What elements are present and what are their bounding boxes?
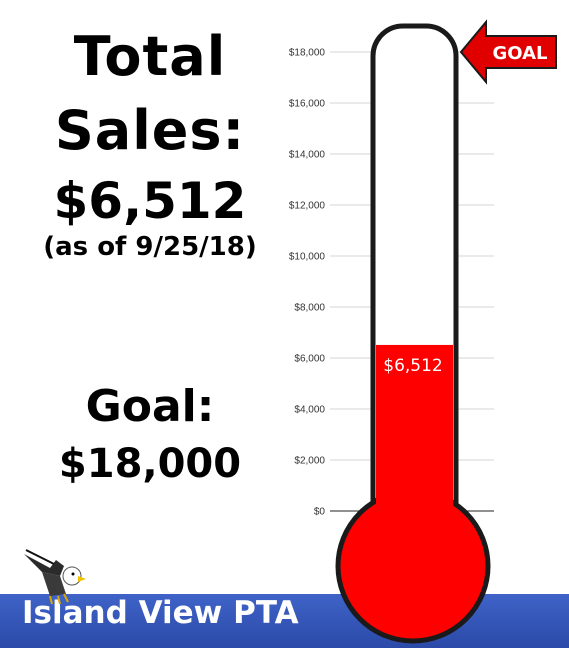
y-tick-label: $6,000 bbox=[294, 354, 325, 365]
y-axis-ticks: $0 $2,000 $4,000 $6,000 $8,000 $10,000 $12,000… bbox=[289, 48, 326, 518]
y-tick-label: $12,000 bbox=[289, 201, 326, 212]
y-tick-label: $10,000 bbox=[289, 252, 326, 263]
y-tick-label: $16,000 bbox=[289, 99, 326, 110]
goal-arrow-label: GOAL bbox=[493, 43, 548, 64]
y-tick-label: $4,000 bbox=[294, 405, 325, 416]
y-tick-label: $8,000 bbox=[294, 303, 325, 314]
y-tick-label: $2,000 bbox=[294, 456, 325, 467]
y-tick-label: $0 bbox=[314, 507, 326, 518]
y-tick-label: $18,000 bbox=[289, 48, 326, 59]
y-tick-label: $14,000 bbox=[289, 150, 326, 161]
arrow-left-icon: GOAL bbox=[461, 22, 556, 82]
fill-value-label: $6,512 bbox=[383, 356, 442, 376]
